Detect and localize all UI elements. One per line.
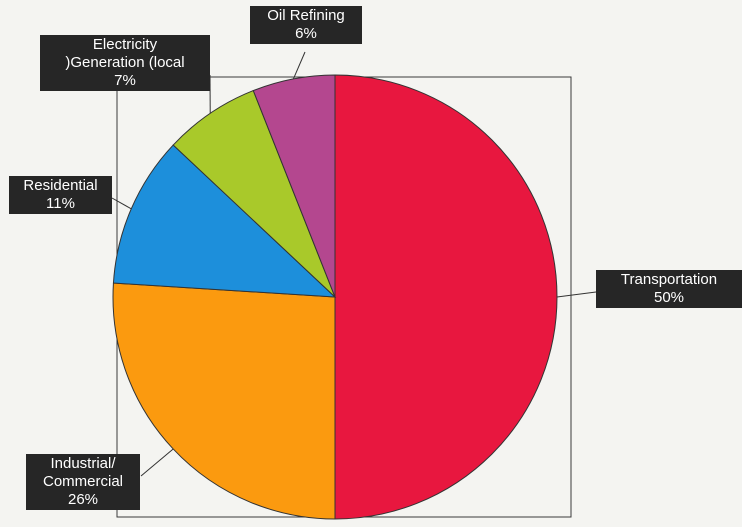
pie-slices [113,75,557,519]
slice-label-transportation: Transportation 50% [596,270,742,308]
slice-label-industrial-commercial: Industrial/ Commercial 26% [26,454,140,510]
slice-label-electricity-generation: Electricity )Generation (local 7% [40,35,210,91]
slice-label-oil-refining-name: Oil Refining [253,7,359,25]
slice-label-oil-refining: Oil Refining 6% [250,6,362,44]
slice-label-electricity-line2: )Generation (local [43,54,207,72]
slice-label-industrial-line1: Industrial/ [29,455,137,473]
slice-label-transportation-name: Transportation [599,271,739,289]
leader-line-oil-refining [293,52,305,79]
leader-line-industrial-commercial [141,449,173,476]
slice-label-electricity-value: 7% [43,72,207,90]
slice-label-industrial-value: 26% [29,491,137,509]
slice-label-transportation-value: 50% [599,289,739,307]
slice-label-oil-refining-value: 6% [253,25,359,43]
slice-label-industrial-line2: Commercial [29,473,137,491]
pie-slice-transportation [335,75,557,519]
slice-label-residential-name: Residential [12,177,109,195]
leader-line-transportation [557,292,596,297]
slice-label-electricity-line1: Electricity [43,36,207,54]
leader-line-residential [112,198,131,209]
pie-slice-industrial-commercial [113,283,335,519]
slice-label-residential-value: 11% [12,195,109,213]
slice-label-residential: Residential 11% [9,176,112,214]
